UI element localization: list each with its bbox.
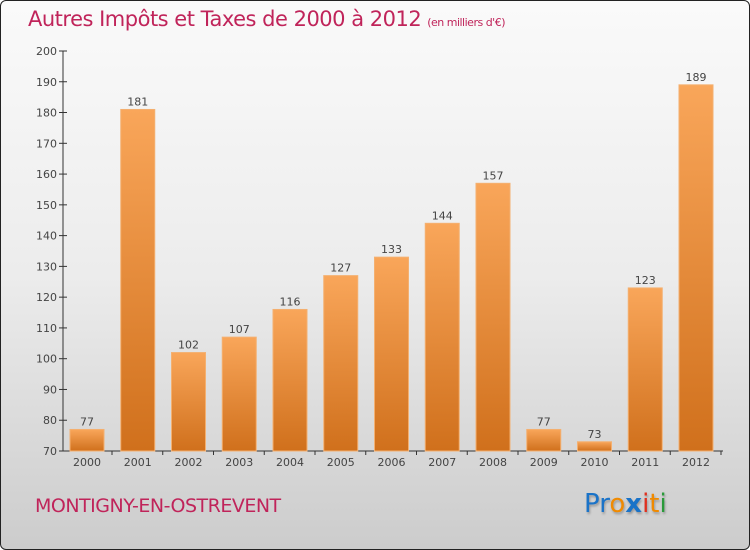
y-tick-label: 180: [36, 107, 57, 120]
y-tick-label: 70: [43, 445, 57, 458]
data-label: 144: [432, 209, 453, 222]
logo-letter: o: [609, 489, 626, 519]
data-label: 107: [229, 323, 250, 336]
logo-letter: t: [649, 489, 660, 519]
y-tick-label: 110: [36, 322, 57, 335]
bar: [627, 287, 663, 452]
logo-letter: P: [584, 489, 600, 519]
y-tick-label: 150: [36, 199, 57, 212]
y-tick-label: 120: [36, 291, 57, 304]
x-tick-label: 2003: [225, 456, 253, 469]
data-label: 102: [178, 339, 199, 352]
logo-letter: r: [599, 489, 610, 519]
x-tick-label: 2004: [276, 456, 304, 469]
proxiti-logo: Proxiti: [584, 489, 667, 519]
bar: [374, 256, 409, 452]
data-label: 77: [80, 415, 94, 428]
location-name: MONTIGNY-EN-OSTREVENT: [35, 495, 281, 517]
bar: [475, 182, 511, 452]
x-tick-label: 2007: [428, 456, 456, 469]
data-label: 133: [381, 243, 402, 256]
bar: [171, 352, 206, 452]
bar: [120, 108, 156, 452]
x-tick-label: 2010: [581, 456, 609, 469]
y-tick-label: 140: [36, 230, 57, 243]
x-tick-label: 2012: [682, 456, 710, 469]
bar: [323, 275, 359, 452]
bar: [69, 428, 105, 452]
data-label: 116: [280, 295, 301, 308]
y-tick-label: 130: [36, 260, 57, 273]
data-label: 77: [537, 415, 551, 428]
bar: [424, 222, 460, 452]
y-tick-label: 100: [36, 353, 57, 366]
y-tick-label: 160: [36, 168, 57, 181]
logo-letter: i: [642, 489, 650, 519]
x-tick-label: 2006: [378, 456, 406, 469]
bar: [526, 428, 562, 452]
logo-letter: i: [659, 489, 667, 519]
y-tick-label: 190: [36, 76, 57, 89]
x-tick-label: 2002: [175, 456, 203, 469]
data-label: 73: [588, 428, 602, 441]
data-label: 181: [127, 95, 148, 108]
bar: [221, 336, 257, 452]
y-tick-label: 90: [43, 383, 57, 396]
bar: [272, 308, 308, 452]
y-tick-label: 200: [36, 45, 57, 58]
x-tick-label: 2011: [631, 456, 659, 469]
data-label: 123: [635, 274, 656, 287]
x-tick-label: 2005: [327, 456, 355, 469]
y-tick-label: 80: [43, 414, 57, 427]
x-tick-label: 2008: [479, 456, 507, 469]
bar: [577, 441, 612, 452]
y-tick-label: 170: [36, 137, 57, 150]
title-text: Autres Impôts et Taxes de 2000 à 2012: [28, 7, 422, 31]
data-label: 157: [483, 169, 504, 182]
x-tick-label: 2000: [73, 456, 101, 469]
unit-label: (en milliers d'€): [427, 16, 505, 29]
chart-title: Autres Impôts et Taxes de 2000 à 2012 (en…: [28, 7, 505, 31]
data-label: 127: [330, 262, 351, 275]
bar: [678, 84, 714, 452]
x-tick-label: 2001: [124, 456, 152, 469]
x-tick-label: 2009: [530, 456, 558, 469]
data-label: 189: [686, 71, 707, 84]
logo-letter: x: [625, 489, 643, 519]
